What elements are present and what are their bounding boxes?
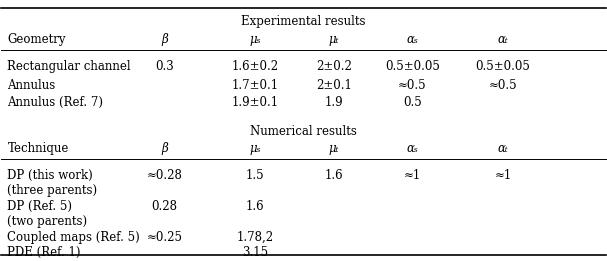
- Text: 0.28: 0.28: [152, 200, 177, 213]
- Text: 1.78,2: 1.78,2: [237, 231, 274, 244]
- Text: μₛ: μₛ: [249, 143, 261, 156]
- Text: 1.5: 1.5: [246, 169, 265, 182]
- Text: β: β: [161, 33, 168, 46]
- Text: μₛ: μₛ: [249, 33, 261, 46]
- Text: αₛ: αₛ: [406, 143, 418, 156]
- Text: Geometry: Geometry: [7, 33, 66, 46]
- Text: DP (this work): DP (this work): [7, 169, 93, 182]
- Text: PDE (Ref. 1): PDE (Ref. 1): [7, 246, 81, 259]
- Text: DP (Ref. 5): DP (Ref. 5): [7, 200, 72, 213]
- Text: ≈1: ≈1: [494, 169, 512, 182]
- Text: 0.5: 0.5: [403, 96, 422, 109]
- Text: 1.9±0.1: 1.9±0.1: [232, 96, 279, 109]
- Text: ≈0.5: ≈0.5: [398, 79, 427, 92]
- Text: 3.15: 3.15: [242, 246, 268, 259]
- Text: Rectangular channel: Rectangular channel: [7, 60, 131, 73]
- Text: ≈1: ≈1: [404, 169, 421, 182]
- Text: β: β: [161, 143, 168, 156]
- Text: (two parents): (two parents): [7, 215, 87, 228]
- Text: μₜ: μₜ: [328, 143, 339, 156]
- Text: 2±0.1: 2±0.1: [316, 79, 351, 92]
- Text: Annulus: Annulus: [7, 79, 56, 92]
- Text: αₛ: αₛ: [406, 33, 418, 46]
- Text: ≈0.25: ≈0.25: [146, 231, 183, 244]
- Text: 0.5±0.05: 0.5±0.05: [385, 60, 439, 73]
- Text: 1.9: 1.9: [324, 96, 343, 109]
- Text: Technique: Technique: [7, 143, 69, 156]
- Text: Numerical results: Numerical results: [250, 125, 357, 138]
- Text: 2±0.2: 2±0.2: [316, 60, 351, 73]
- Text: Coupled maps (Ref. 5): Coupled maps (Ref. 5): [7, 231, 140, 244]
- Text: μₜ: μₜ: [328, 33, 339, 46]
- Text: 1.6±0.2: 1.6±0.2: [232, 60, 279, 73]
- Text: 0.5±0.05: 0.5±0.05: [475, 60, 531, 73]
- Text: αₜ: αₜ: [498, 143, 508, 156]
- Text: ≈0.5: ≈0.5: [489, 79, 517, 92]
- Text: 1.7±0.1: 1.7±0.1: [232, 79, 279, 92]
- Text: (three parents): (three parents): [7, 184, 98, 197]
- Text: 1.6: 1.6: [324, 169, 343, 182]
- Text: Experimental results: Experimental results: [241, 15, 366, 28]
- Text: Annulus (Ref. 7): Annulus (Ref. 7): [7, 96, 103, 109]
- Text: 1.6: 1.6: [246, 200, 265, 213]
- Text: ≈0.28: ≈0.28: [147, 169, 183, 182]
- Text: 0.3: 0.3: [155, 60, 174, 73]
- Text: αₜ: αₜ: [498, 33, 508, 46]
